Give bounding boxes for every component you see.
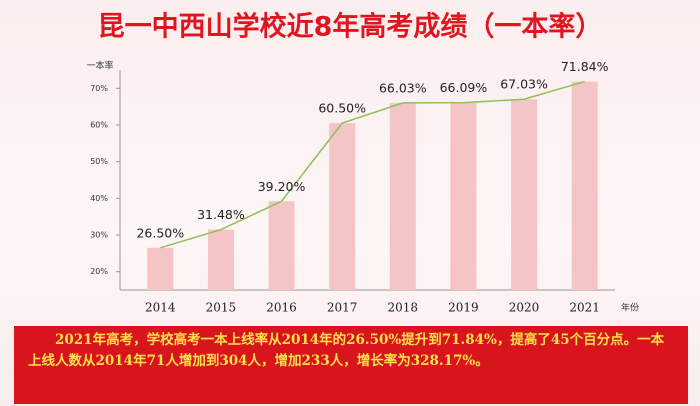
x-tick-label: 2016 <box>266 301 297 315</box>
x-tick-label: 2019 <box>448 301 479 315</box>
data-label: 66.09% <box>440 80 488 95</box>
x-tick-label: 2017 <box>327 301 358 315</box>
bar <box>450 102 477 290</box>
trend-line <box>160 80 585 249</box>
bar <box>268 201 295 290</box>
bar <box>511 99 538 291</box>
bar <box>147 247 174 290</box>
y-axis-label: 一本率 <box>86 60 113 72</box>
data-label: 31.48% <box>197 207 245 222</box>
data-label: 26.50% <box>136 225 184 240</box>
data-label: 60.50% <box>318 101 366 116</box>
bar <box>329 123 356 291</box>
y-tick-label: 70% <box>90 84 108 93</box>
x-tick-label: 2014 <box>145 301 176 315</box>
x-axis-label: 年份 <box>621 302 639 314</box>
bar <box>389 102 416 290</box>
x-tick-label: 2021 <box>569 301 600 315</box>
data-label: 39.20% <box>258 179 306 194</box>
data-label: 66.03% <box>379 80 427 95</box>
chart-title: 昆一中西山学校近8年高考成绩（一本率） <box>98 11 603 43</box>
y-tick-label: 20% <box>90 267 108 276</box>
x-tick-label: 2018 <box>388 301 419 315</box>
y-tick-label: 50% <box>90 157 108 166</box>
data-label: 71.84% <box>561 59 609 74</box>
y-tick-label: 30% <box>90 231 108 240</box>
data-label: 67.03% <box>500 77 548 92</box>
bar <box>207 229 234 290</box>
bar <box>571 81 598 290</box>
chart: 昆一中西山学校近8年高考成绩（一本率） 一本率 年份 20% 30% 40% 50% 6… <box>86 11 639 315</box>
x-tick-label: 2020 <box>509 301 540 315</box>
y-tick-label: 40% <box>90 194 108 203</box>
y-tick-label: 60% <box>90 121 108 130</box>
x-tick-label: 2015 <box>206 301 237 315</box>
annotation: 2021年高考，学校高考一本上线率从2014年的26.50%提升到71.84%，… <box>14 326 688 404</box>
